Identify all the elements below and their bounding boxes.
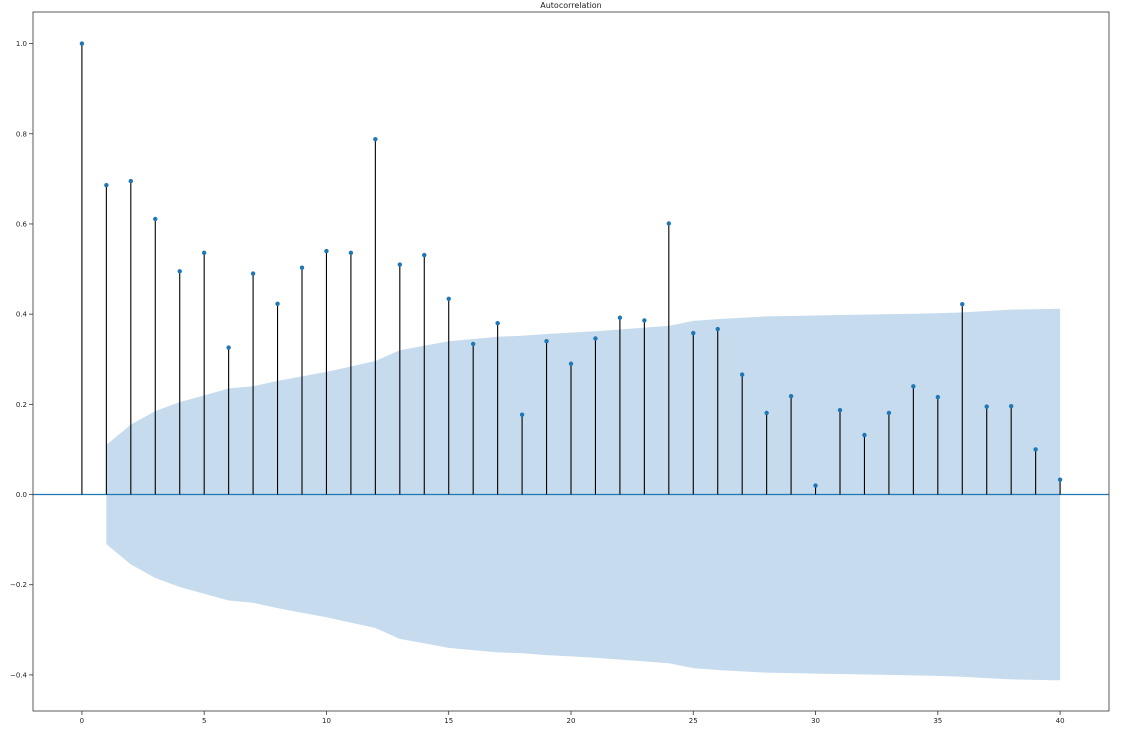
marker-lag-38: [1008, 403, 1014, 409]
markers-layer: [79, 41, 1063, 488]
marker-lag-15: [446, 296, 451, 302]
marker-lag-10: [324, 248, 329, 254]
marker-lag-20: [568, 361, 574, 366]
x-tick-label-0: 0: [80, 717, 84, 725]
marker-lag-23: [642, 318, 647, 323]
marker-lag-28: [764, 410, 769, 416]
marker-lag-0: [79, 41, 85, 46]
marker-lag-22: [617, 315, 623, 320]
marker-lag-17: [495, 320, 500, 326]
marker-lag-18: [519, 412, 525, 417]
marker-lag-7: [250, 271, 256, 276]
y-tick-label-0.2: 0.2: [16, 401, 27, 409]
marker-lag-1: [104, 182, 109, 188]
x-tick-label-30: 30: [811, 717, 820, 725]
marker-lag-39: [1033, 447, 1038, 452]
x-tick-label-15: 15: [444, 717, 453, 725]
marker-lag-31: [837, 408, 843, 413]
x-axis: 0 5 10 15 20 25 30 35 40: [80, 711, 1065, 725]
y-tick-label-0.4: 0.4: [16, 311, 28, 319]
marker-lag-40: [1057, 477, 1063, 482]
marker-lag-25: [691, 330, 696, 336]
x-tick-label-20: 20: [567, 717, 576, 725]
y-tick-label-0.6: 0.6: [16, 220, 28, 228]
marker-lag-11: [348, 250, 354, 256]
marker-lag-36: [960, 302, 965, 307]
x-tick-label-5: 5: [202, 717, 206, 725]
marker-lag-33: [886, 410, 892, 416]
y-tick-label--0.4: −0.4: [10, 671, 28, 679]
marker-lag-27: [739, 372, 745, 377]
marker-lag-8: [275, 301, 280, 306]
marker-lag-12: [373, 136, 378, 142]
marker-lag-4: [177, 269, 182, 274]
x-tick-label-25: 25: [689, 717, 698, 725]
x-tick-label-35: 35: [933, 717, 942, 725]
marker-lag-30: [813, 483, 818, 488]
marker-lag-2: [128, 178, 134, 184]
marker-lag-26: [715, 326, 720, 332]
marker-lag-37: [984, 404, 989, 409]
marker-lag-3: [153, 216, 158, 222]
marker-lag-19: [544, 339, 549, 344]
marker-lag-32: [862, 432, 867, 438]
marker-lag-5: [201, 250, 207, 256]
y-tick-label-0.8: 0.8: [16, 130, 27, 138]
y-axis: −0.4 −0.2 0.0 0.2 0.4 0.6 0.8 1.0: [10, 40, 33, 679]
marker-lag-34: [911, 384, 916, 389]
marker-lag-35: [935, 394, 941, 400]
x-tick-label-10: 10: [322, 717, 331, 725]
marker-lag-24: [666, 221, 672, 226]
marker-lag-21: [593, 336, 598, 341]
chart-title: Autocorrelation: [540, 1, 602, 10]
stems-layer: [81, 43, 1061, 495]
y-tick-label-0: 0.0: [16, 491, 27, 499]
y-tick-label--0.2: −0.2: [10, 581, 27, 589]
marker-lag-6: [226, 345, 231, 350]
marker-lag-14: [422, 252, 427, 258]
x-tick-label-40: 40: [1056, 717, 1065, 725]
marker-lag-16: [470, 341, 476, 347]
y-tick-label-1: 1.0: [16, 40, 27, 48]
marker-lag-13: [397, 262, 403, 267]
marker-lag-9: [299, 265, 305, 270]
marker-lag-29: [788, 394, 794, 399]
